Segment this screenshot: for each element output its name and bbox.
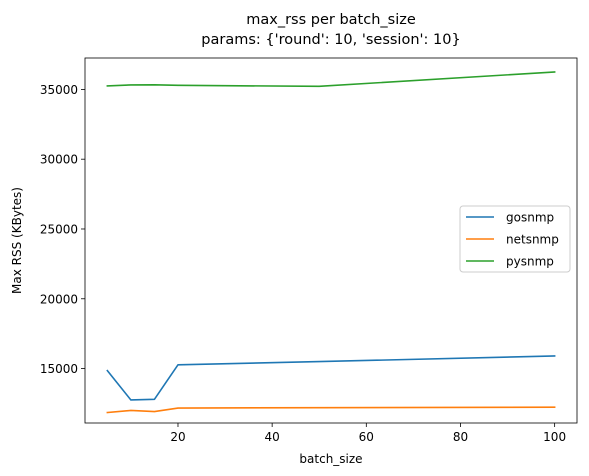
- legend-label-pysnmp: pysnmp: [506, 255, 554, 269]
- y-tick-label: 15000: [40, 362, 78, 376]
- x-tick-label: 60: [359, 430, 374, 444]
- y-tick-label: 20000: [40, 292, 78, 306]
- x-tick-label: 20: [170, 430, 185, 444]
- legend-frame: [459, 205, 571, 273]
- y-axis-label: Max RSS (KBytes): [10, 187, 24, 294]
- legend: gosnmp netsnmp pysnmp: [459, 205, 571, 273]
- legend-label-netsnmp: netsnmp: [506, 233, 559, 247]
- chart-title: max_rss per batch_size: [246, 12, 416, 28]
- x-tick-label: 80: [453, 430, 468, 444]
- plot-area-frame: [84, 57, 578, 424]
- y-tick-label: 30000: [40, 153, 78, 167]
- y-tick-label: 25000: [40, 222, 78, 236]
- x-axis: 20 40 60 80 100: [170, 423, 566, 444]
- x-tick-label: 100: [543, 430, 566, 444]
- legend-label-gosnmp: gosnmp: [506, 211, 554, 225]
- series-line-pysnmp: [106, 71, 556, 88]
- y-tick-label: 35000: [40, 83, 78, 97]
- series-line-gosnmp: [106, 355, 556, 401]
- x-tick-label: 40: [265, 430, 280, 444]
- series-line-netsnmp: [106, 406, 556, 414]
- x-axis-label: batch_size: [299, 452, 362, 466]
- series-layer: [106, 71, 556, 414]
- chart-subtitle: params: {'round': 10, 'session': 10}: [201, 32, 460, 48]
- y-axis: 15000 20000 25000 30000 35000: [40, 83, 85, 376]
